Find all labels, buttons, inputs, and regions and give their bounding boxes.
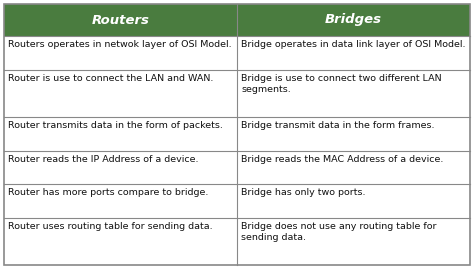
Bar [237,184,470,218]
Bar [237,218,470,265]
Bar [4,70,237,117]
Bar [4,150,237,184]
Text: Routers operates in netwok layer of OSI Model.: Routers operates in netwok layer of OSI … [8,40,232,49]
Bar [4,117,237,150]
Bar [237,36,470,70]
Bar [4,36,237,70]
Bar [237,150,470,184]
Text: Router has more ports compare to bridge.: Router has more ports compare to bridge. [8,188,209,197]
Bar [4,218,237,265]
Text: Router reads the IP Address of a device.: Router reads the IP Address of a device. [8,154,199,164]
Text: Routers: Routers [91,13,149,27]
Text: Bridge transmit data in the form frames.: Bridge transmit data in the form frames. [241,121,435,130]
Text: Bridge reads the MAC Address of a device.: Bridge reads the MAC Address of a device… [241,154,443,164]
Text: Bridge is use to connect two different LAN
segments.: Bridge is use to connect two different L… [241,74,442,94]
Text: Router transmits data in the form of packets.: Router transmits data in the form of pac… [8,121,223,130]
Text: Router is use to connect the LAN and WAN.: Router is use to connect the LAN and WAN… [8,74,213,83]
Text: Router uses routing table for sending data.: Router uses routing table for sending da… [8,222,213,231]
Bar [237,70,470,117]
Text: Bridge does not use any routing table for
sending data.: Bridge does not use any routing table fo… [241,222,437,242]
Bar [4,4,237,36]
Bar [4,184,237,218]
Bar [237,117,470,150]
Bar [237,4,470,36]
Text: Bridge operates in data link layer of OSI Model.: Bridge operates in data link layer of OS… [241,40,465,49]
Text: Bridges: Bridges [325,13,382,27]
Text: Bridge has only two ports.: Bridge has only two ports. [241,188,365,197]
